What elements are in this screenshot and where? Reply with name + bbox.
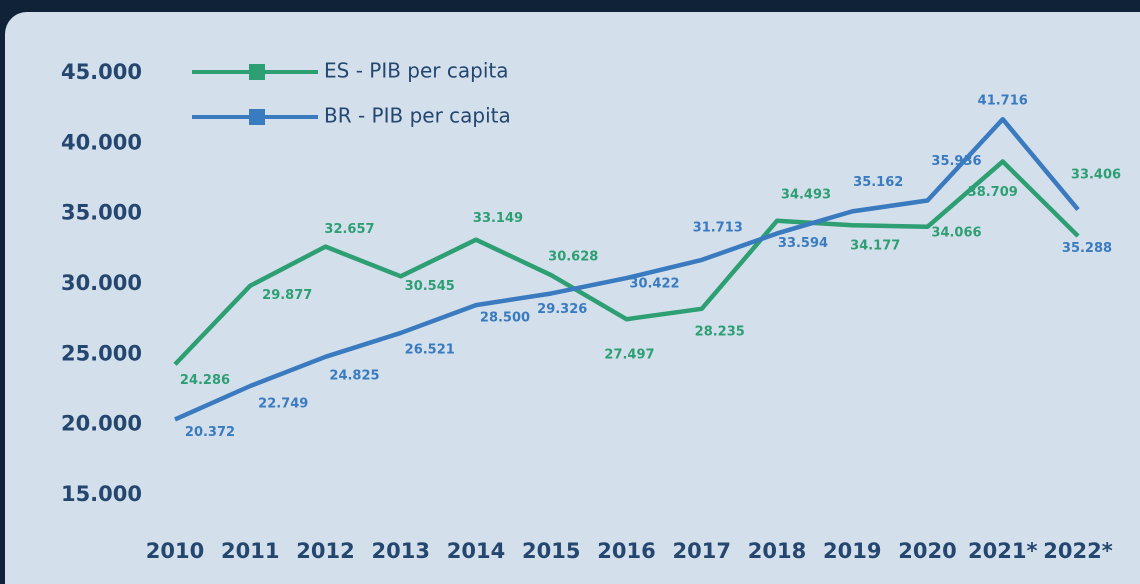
legend-marker xyxy=(249,64,265,80)
y-tick-label: 30.000 xyxy=(61,271,142,295)
y-tick-label: 45.000 xyxy=(61,60,142,84)
data-label: 30.545 xyxy=(405,279,455,294)
data-label: 22.749 xyxy=(258,396,308,411)
data-label: 26.521 xyxy=(405,342,455,357)
series-line xyxy=(173,159,1080,366)
data-label: 27.497 xyxy=(604,348,654,363)
x-tick-label: 2011 xyxy=(221,539,279,563)
series-line xyxy=(174,116,1080,422)
data-label: 31.713 xyxy=(693,220,743,235)
data-label: 38.709 xyxy=(968,185,1018,200)
x-tick-label: 2017 xyxy=(673,539,731,563)
data-label: 35.936 xyxy=(931,154,981,169)
data-label: 20.372 xyxy=(185,425,235,440)
x-tick-label: 2019 xyxy=(823,539,881,563)
data-label: 41.716 xyxy=(978,94,1028,109)
x-tick-label: 2018 xyxy=(748,539,806,563)
chart-card xyxy=(5,12,1140,584)
x-tick-label: 2022* xyxy=(1043,539,1112,563)
x-tick-label: 2020 xyxy=(898,539,956,563)
y-tick-label: 20.000 xyxy=(61,412,142,436)
data-label: 34.493 xyxy=(781,187,831,202)
x-tick-label: 2015 xyxy=(522,539,580,563)
legend-label: BR - PIB per capita xyxy=(324,104,511,128)
x-tick-label: 2021* xyxy=(968,539,1037,563)
x-tick-label: 2016 xyxy=(597,539,655,563)
data-label: 29.877 xyxy=(262,288,312,303)
data-label: 33.594 xyxy=(778,236,828,251)
data-label: 35.288 xyxy=(1062,241,1112,256)
legend-label: ES - PIB per capita xyxy=(324,59,508,83)
y-tick-label: 15.000 xyxy=(61,482,142,506)
data-label: 30.422 xyxy=(629,277,679,292)
data-label: 24.825 xyxy=(329,368,379,383)
y-tick-label: 25.000 xyxy=(61,341,142,365)
data-label: 34.066 xyxy=(931,225,981,240)
data-label: 30.628 xyxy=(548,250,598,265)
x-tick-label: 2013 xyxy=(372,539,430,563)
data-label: 28.500 xyxy=(480,311,530,326)
data-label: 35.162 xyxy=(853,175,903,190)
data-label: 28.235 xyxy=(695,324,745,339)
data-label: 34.177 xyxy=(850,239,900,254)
data-label: 33.406 xyxy=(1071,168,1121,183)
y-tick-label: 40.000 xyxy=(61,130,142,154)
data-label: 33.149 xyxy=(473,211,523,226)
data-label: 32.657 xyxy=(324,222,374,237)
x-tick-label: 2012 xyxy=(296,539,354,563)
data-label: 24.286 xyxy=(180,373,230,388)
x-tick-label: 2010 xyxy=(146,539,204,563)
y-tick-label: 35.000 xyxy=(61,201,142,225)
data-label: 29.326 xyxy=(537,302,587,317)
x-tick-label: 2014 xyxy=(447,539,505,563)
legend-marker xyxy=(249,109,265,125)
